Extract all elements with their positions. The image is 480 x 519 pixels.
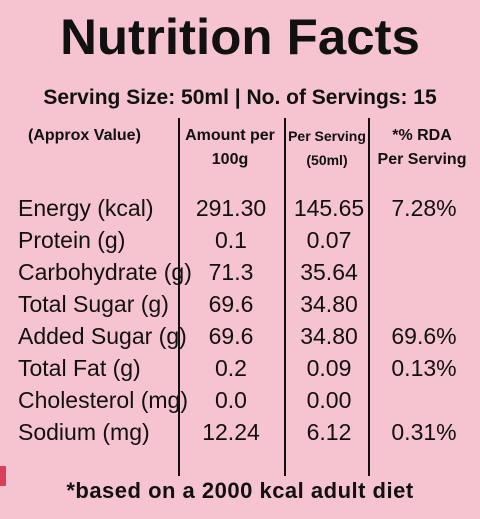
amount-per-100g: 0.0 (215, 387, 247, 413)
amount-per-serving: 34.80 (300, 323, 358, 349)
nutrient-name: Total Fat (g) (18, 355, 141, 381)
amount-per-serving: 35.64 (300, 259, 358, 285)
table-row: Sodium (mg) 12.24 6.12 0.31% (0, 416, 480, 448)
amount-per-100g: 0.1 (215, 227, 247, 253)
amount-per-serving: 34.80 (300, 291, 358, 317)
amount-per-100g: 0.2 (215, 355, 247, 381)
serving-info: Serving Size: 50ml | No. of Servings: 15 (43, 86, 437, 109)
amount-per-serving: 6.12 (306, 419, 352, 445)
rda-percent: 0.13% (391, 355, 457, 381)
amount-per-serving: 0.09 (306, 355, 352, 381)
amount-per-serving: 145.65 (293, 195, 365, 221)
table-row: Added Sugar (g) 69.6 34.80 69.6% (0, 320, 480, 352)
table-row: Protein (g) 0.1 0.07 (0, 224, 480, 256)
nutrient-name: Sodium (mg) (18, 419, 150, 445)
amount-per-100g: 12.24 (202, 419, 260, 445)
header-amount-per-100g: Amount per 100g (178, 124, 282, 172)
amount-per-100g: 71.3 (208, 259, 254, 285)
table-row: Carbohydrate (g) 71.3 35.64 (0, 256, 480, 288)
rda-percent: 69.6% (391, 323, 457, 349)
table-row: Cholesterol (mg) 0.0 0.00 (0, 384, 480, 416)
header-approx-value: (Approx Value) (28, 124, 141, 148)
table-row: Total Fat (g) 0.2 0.09 0.13% (0, 352, 480, 384)
header-amount-line2: 100g (211, 151, 249, 168)
column-divider-1 (178, 118, 180, 476)
header-rda-line2: Per Serving (377, 151, 467, 168)
column-divider-3 (368, 118, 370, 476)
rda-percent: 0.31% (391, 419, 457, 445)
header-rda-line1: *% RDA (392, 127, 452, 144)
header-approx-value-text: (Approx Value) (28, 127, 141, 144)
table-row: Total Sugar (g) 69.6 34.80 (0, 288, 480, 320)
table-row: Energy (kcal) 291.30 145.65 7.28% (0, 192, 480, 224)
nutrient-name: Protein (g) (18, 227, 126, 253)
nutrient-name: Cholesterol (mg) (18, 387, 188, 413)
amount-per-100g: 69.6 (208, 291, 254, 317)
nutrient-name: Total Sugar (g) (18, 291, 169, 317)
label-title: Nutrition Facts (60, 9, 420, 65)
nutrient-name: Energy (kcal) (18, 195, 154, 221)
header-per-serving: Per Serving (50ml) (285, 124, 369, 172)
header-per-serving-line2: (50ml) (306, 152, 348, 168)
decorative-edge (0, 466, 6, 486)
nutrient-name: Carbohydrate (g) (18, 259, 192, 285)
column-divider-2 (284, 118, 286, 476)
amount-per-100g: 69.6 (208, 323, 254, 349)
amount-per-100g: 291.30 (195, 195, 267, 221)
nutrient-name: Added Sugar (g) (18, 323, 187, 349)
header-rda: *% RDA Per Serving (370, 124, 474, 172)
header-per-serving-line1: Per Serving (288, 128, 366, 144)
amount-per-serving: 0.07 (306, 227, 352, 253)
header-amount-line1: Amount per (185, 127, 275, 144)
rda-percent: 7.28% (391, 195, 457, 221)
amount-per-serving: 0.00 (306, 387, 352, 413)
rda-footnote: *based on a 2000 kcal adult diet (66, 478, 414, 503)
